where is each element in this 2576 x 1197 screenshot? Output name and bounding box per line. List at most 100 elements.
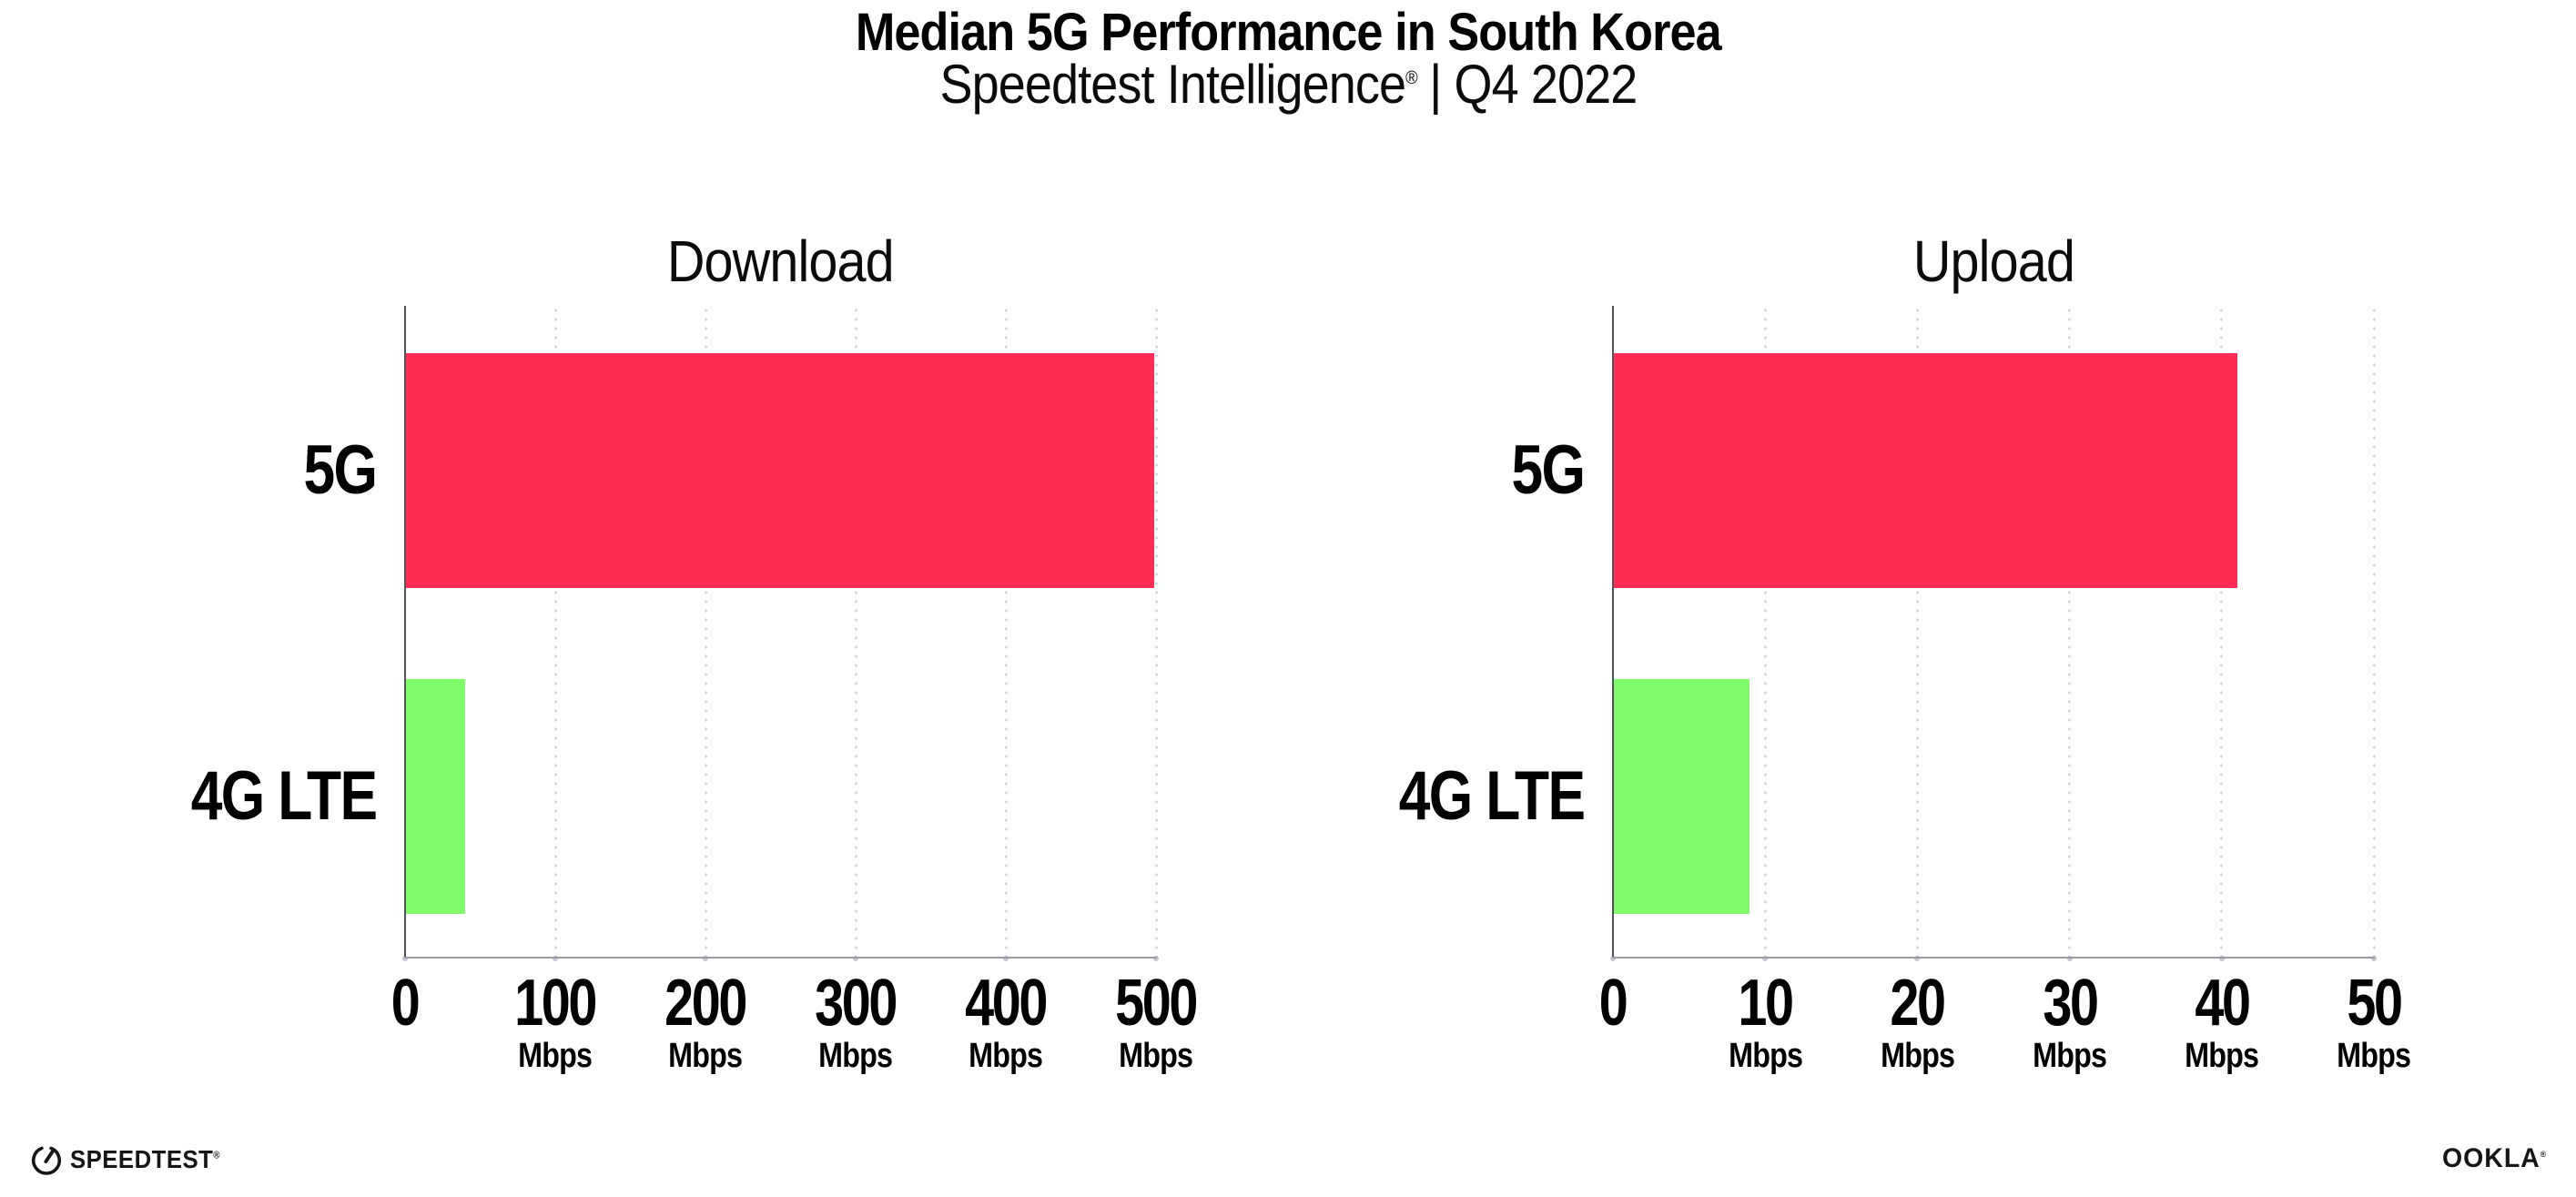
panel-title-text: Download (667, 228, 895, 294)
speedtest-trademark: ® (213, 1150, 220, 1161)
category-label-4g-lte: 4G LTE (1274, 757, 1585, 835)
ookla-trademark: ® (2540, 1150, 2547, 1159)
x-tick-text: 20 (1890, 967, 1947, 1040)
x-tick-text: 100 (514, 967, 598, 1040)
x-tick-label-100: 100 (437, 970, 674, 1036)
x-tick-text: 0 (1599, 967, 1628, 1040)
axis-tick-dot-10 (1762, 956, 1769, 961)
x-tick-unit-text: Mbps (1119, 1037, 1194, 1075)
gridline-100 (553, 306, 557, 958)
speedtest-wordmark: SPEEDTEST® (70, 1145, 220, 1174)
x-tick-label-200: 200 (587, 970, 824, 1036)
bar-4g-lte-upload (1613, 679, 1750, 914)
x-tick-unit-400: Mbps (887, 1038, 1124, 1074)
axis-tick-dot-0 (402, 956, 408, 961)
speedtest-gauge-icon (30, 1143, 63, 1176)
ookla-wordmark: OOKLA® (2442, 1143, 2547, 1174)
subtitle-period: | Q4 2022 (1428, 54, 1638, 115)
x-tick-text: 400 (965, 967, 1049, 1040)
panel-title-upload: Upload (1613, 228, 2374, 295)
registered-mark: ® (1405, 68, 1418, 88)
x-tick-label-0: 0 (287, 970, 523, 1036)
x-tick-label-500: 500 (1038, 970, 1274, 1036)
x-tick-text: 10 (1738, 967, 1795, 1040)
gridline-20 (1915, 306, 1919, 958)
x-tick-unit-500: Mbps (1038, 1038, 1274, 1074)
category-label-text: 5G (303, 431, 378, 509)
x-tick-unit-text: Mbps (518, 1037, 593, 1075)
ookla-logo: OOKLA® (2385, 1143, 2547, 1174)
x-tick-unit-20: Mbps (1799, 1038, 2035, 1074)
axis-tick-dot-400 (1003, 956, 1009, 961)
axis-tick-dot-0 (1610, 956, 1616, 961)
x-tick-unit-text: Mbps (1728, 1037, 1803, 1075)
panel-title-download: Download (405, 228, 1156, 295)
page-subtitle-text: Speedtest Intelligence® | Q4 2022 (939, 53, 1638, 116)
axis-tick-dot-20 (1914, 956, 1921, 961)
x-tick-label-0: 0 (1495, 970, 1731, 1036)
x-tick-label-400: 400 (887, 970, 1124, 1036)
axis-tick-dot-300 (853, 956, 858, 961)
axis-tick-dot-100 (553, 956, 558, 961)
category-label-text: 5G (1511, 431, 1586, 509)
x-tick-unit-200: Mbps (587, 1038, 824, 1074)
category-label-text: 4G LTE (190, 757, 377, 835)
x-tick-unit-40: Mbps (2104, 1038, 2340, 1074)
x-tick-unit-text: Mbps (2185, 1037, 2259, 1075)
axis-tick-dot-40 (2218, 956, 2225, 961)
x-tick-unit-50: Mbps (2256, 1038, 2492, 1074)
x-tick-unit-text: Mbps (668, 1037, 744, 1075)
x-tick-unit-10: Mbps (1647, 1038, 1883, 1074)
x-axis-line (404, 957, 1157, 959)
x-tick-unit-text: Mbps (818, 1037, 894, 1075)
gridline-400 (1004, 306, 1008, 958)
gridline-10 (1763, 306, 1767, 958)
x-tick-label-40: 40 (2104, 970, 2340, 1036)
x-tick-unit-text: Mbps (2337, 1037, 2412, 1075)
gridline-300 (854, 306, 857, 958)
gridline-40 (2220, 306, 2224, 958)
x-tick-text: 0 (391, 967, 421, 1040)
bar-5g-download (405, 353, 1155, 588)
x-tick-unit-text: Mbps (1880, 1037, 1955, 1075)
axis-tick-dot-50 (2371, 956, 2377, 961)
axis-tick-dot-200 (703, 956, 708, 961)
panel-title-text: Upload (1912, 228, 2074, 294)
speedtest-label: SPEEDTEST (70, 1145, 214, 1173)
x-tick-text: 40 (2195, 967, 2251, 1040)
gridline-500 (1154, 306, 1158, 958)
x-tick-unit-text: Mbps (969, 1037, 1044, 1075)
category-label-4g-lte: 4G LTE (66, 757, 377, 835)
speedtest-logo: SPEEDTEST® (30, 1143, 233, 1176)
category-label-text: 4G LTE (1398, 757, 1585, 835)
x-tick-label-20: 20 (1799, 970, 2035, 1036)
page-subtitle: Speedtest Intelligence® | Q4 2022 (0, 53, 2576, 116)
x-tick-text: 300 (815, 967, 898, 1040)
x-tick-text: 200 (664, 967, 748, 1040)
x-tick-unit-text: Mbps (2033, 1037, 2107, 1075)
axis-tick-dot-500 (1153, 956, 1159, 961)
x-tick-label-300: 300 (737, 970, 974, 1036)
gridline-30 (2068, 306, 2072, 958)
x-tick-unit-300: Mbps (737, 1038, 974, 1074)
y-axis-line (1612, 306, 1614, 958)
x-tick-label-50: 50 (2256, 970, 2492, 1036)
subtitle-brand: Speedtest Intelligence (939, 54, 1405, 115)
x-tick-text: 500 (1115, 967, 1199, 1040)
gridline-200 (704, 306, 707, 958)
x-tick-text: 50 (2347, 967, 2403, 1040)
x-tick-label-10: 10 (1647, 970, 1883, 1036)
bar-4g-lte-download (405, 679, 465, 914)
page-title-text: Median 5G Performance in South Korea (855, 3, 1722, 62)
x-tick-text: 30 (2042, 967, 2099, 1040)
gridline-50 (2372, 306, 2376, 958)
x-tick-unit-100: Mbps (437, 1038, 674, 1074)
x-tick-label-30: 30 (1952, 970, 2188, 1036)
ookla-label: OOKLA (2442, 1143, 2541, 1173)
x-tick-unit-30: Mbps (1952, 1038, 2188, 1074)
bar-5g-upload (1613, 353, 2237, 588)
axis-tick-dot-30 (2066, 956, 2073, 961)
category-label-5g: 5G (66, 431, 378, 509)
